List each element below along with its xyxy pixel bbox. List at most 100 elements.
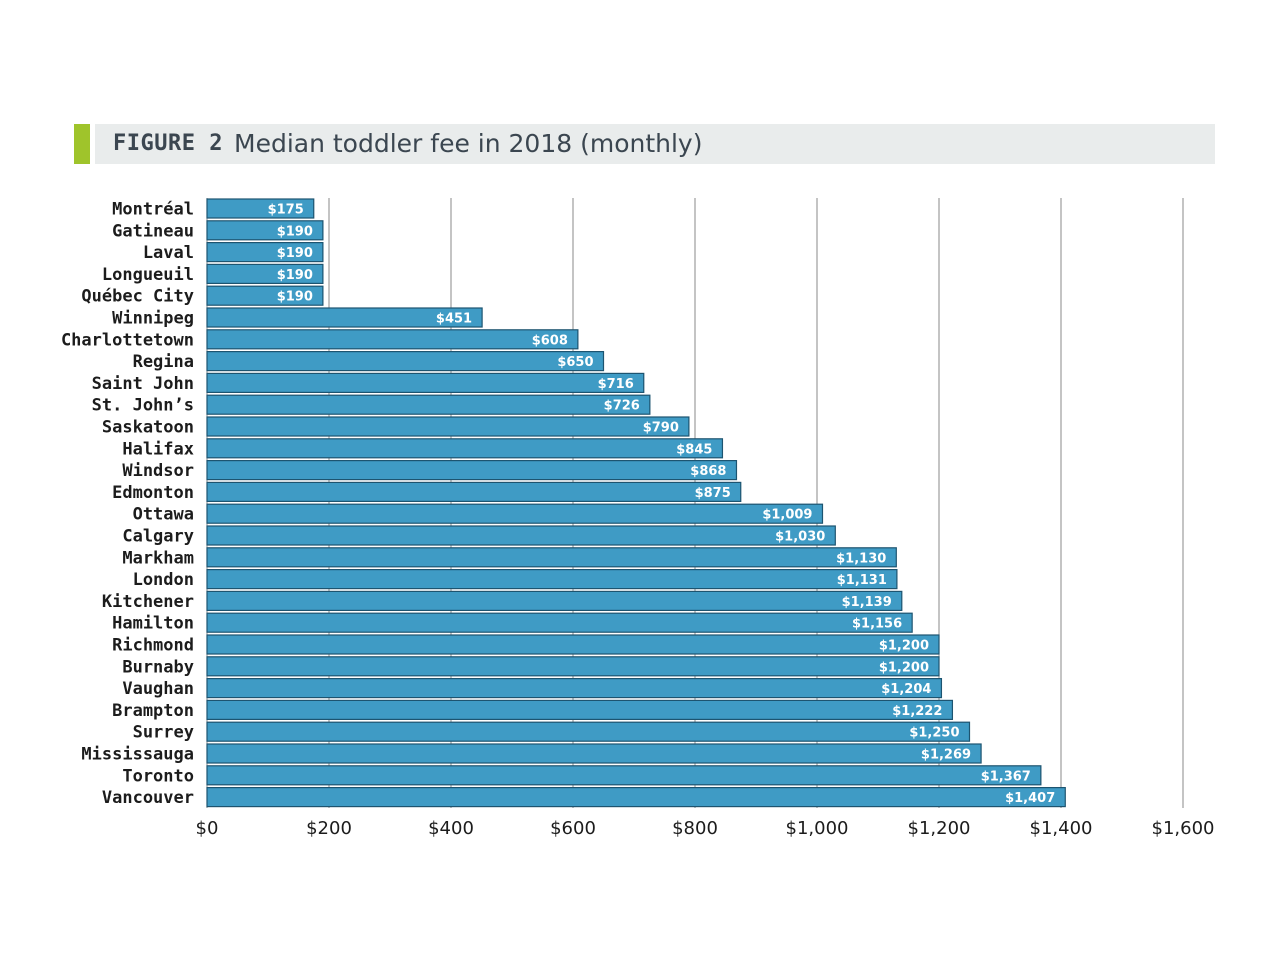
x-tick-label: $1,400 [1030, 818, 1093, 839]
x-tick-label: $400 [428, 818, 474, 839]
bar [206, 198, 315, 219]
category-label: Vancouver [102, 788, 194, 808]
bar-value-label: $726 [604, 399, 640, 414]
category-label: Québec City [81, 287, 194, 307]
bar-value-label: $608 [532, 333, 568, 348]
bar [206, 699, 954, 721]
bar-value-label: $1,367 [981, 769, 1031, 784]
category-label: Ottawa [133, 505, 194, 525]
category-label: Edmonton [112, 483, 194, 503]
bar-value-label: $1,407 [1005, 791, 1055, 806]
bar-value-label: $845 [676, 442, 712, 457]
bar-value-label: $1,009 [762, 508, 812, 523]
x-tick-label: $0 [196, 818, 219, 839]
category-label: Windsor [122, 461, 194, 481]
bar [206, 656, 940, 677]
category-label: Vaughan [122, 679, 194, 699]
bar-value-label: $1,200 [879, 660, 929, 675]
bar [206, 568, 898, 590]
bar [206, 263, 324, 284]
bar [206, 765, 1042, 786]
bar-value-label: $1,222 [892, 704, 942, 719]
bar-value-label: $716 [598, 377, 634, 392]
bar [206, 743, 982, 764]
category-label: Richmond [112, 636, 194, 656]
bar [206, 677, 943, 699]
bar [206, 438, 724, 459]
bar-value-label: $650 [557, 355, 593, 370]
bar [206, 525, 836, 546]
bar [206, 547, 897, 568]
category-label: Winnipeg [112, 309, 194, 329]
bar-value-label: $451 [436, 312, 472, 327]
bar-value-label: $1,269 [921, 748, 971, 763]
bars: $175 $190 $190 $190 $190 $451 $608 $650 $716 $726… [206, 198, 1066, 808]
bar [206, 285, 324, 306]
category-label: Halifax [122, 439, 194, 459]
bar-value-label: $868 [690, 464, 726, 479]
bar-value-label: $175 [268, 203, 304, 218]
category-label: Brampton [112, 701, 194, 721]
bar-value-label: $1,204 [881, 682, 931, 697]
category-label: Calgary [122, 527, 194, 547]
bar [206, 307, 483, 328]
category-label: Montréal [112, 200, 194, 220]
category-label: Regina [133, 352, 194, 372]
bar-value-label: $1,131 [837, 573, 887, 588]
bar [206, 634, 940, 655]
figure-title: Median toddler fee in 2018 (monthly) [234, 129, 703, 158]
bar [206, 242, 324, 263]
bar [206, 460, 738, 481]
category-label: London [133, 570, 194, 590]
bar [206, 329, 579, 350]
title-band [95, 124, 1215, 164]
bar-value-label: $790 [643, 421, 679, 436]
bar [206, 503, 824, 524]
category-label: Saint John [92, 374, 194, 394]
category-label: Markham [122, 548, 194, 568]
x-tick-label: $200 [306, 818, 352, 839]
bar-value-label: $875 [695, 486, 731, 501]
bar-value-label: $1,139 [842, 595, 892, 610]
x-tick-label: $1,000 [786, 818, 849, 839]
bar-value-label: $190 [277, 246, 313, 261]
bar-value-label: $1,250 [909, 726, 959, 741]
bar [206, 220, 324, 241]
category-label: Gatineau [112, 221, 194, 241]
bar-value-label: $1,156 [852, 617, 902, 632]
bar-value-label: $190 [277, 268, 313, 283]
bar [206, 786, 1066, 808]
bar [206, 351, 605, 372]
x-tick-label: $600 [550, 818, 596, 839]
bar [206, 394, 651, 415]
bar-value-label: $1,200 [879, 639, 929, 654]
bar [206, 372, 645, 393]
bar [206, 721, 971, 742]
bar [206, 612, 913, 633]
bar [206, 481, 742, 502]
x-tick-label: $1,600 [1152, 818, 1215, 839]
category-label: St. John’s [92, 396, 194, 416]
bar [206, 590, 903, 612]
category-label: Mississauga [81, 745, 194, 765]
category-label: Surrey [133, 723, 194, 743]
bar-value-label: $1,030 [775, 530, 825, 545]
x-axis-tick-labels: $0 $200 $400 $600 $800 $1,000 $1,200 $1,400 $1,6… [196, 818, 1215, 839]
bar [206, 416, 690, 437]
category-label: Charlottetown [61, 330, 194, 350]
category-label: Kitchener [102, 592, 194, 612]
figure-label: FIGURE 2 [113, 131, 223, 156]
category-label: Longueuil [102, 265, 194, 285]
title-accent-bar [74, 124, 90, 164]
category-label: Laval [143, 243, 194, 263]
bar-value-label: $190 [277, 290, 313, 305]
bar-value-label: $1,130 [836, 551, 886, 566]
bar-value-label: $190 [277, 224, 313, 239]
category-label: Toronto [122, 766, 194, 786]
category-label: Burnaby [122, 657, 194, 677]
x-tick-label: $1,200 [908, 818, 971, 839]
category-label: Hamilton [112, 614, 194, 634]
